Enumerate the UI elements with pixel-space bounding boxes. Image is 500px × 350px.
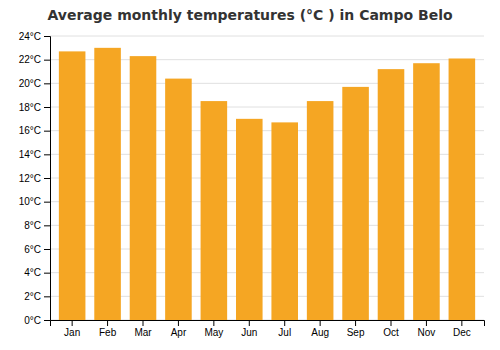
bar bbox=[378, 69, 405, 320]
y-tick-label: 20°C bbox=[19, 78, 41, 89]
x-tick-label: Apr bbox=[171, 327, 187, 338]
y-tick-mark bbox=[44, 154, 50, 155]
x-tick: Aug bbox=[311, 320, 329, 338]
y-tick: 0°C bbox=[24, 315, 50, 326]
y-tick: 12°C bbox=[19, 173, 50, 184]
x-tick-label: Nov bbox=[418, 327, 436, 338]
x-tick: Apr bbox=[171, 320, 187, 338]
x-axis: Jan Feb Mar Apr May Jun Jul Aug Sep Oct Nov Dec bbox=[51, 320, 485, 338]
grid-line bbox=[50, 36, 484, 37]
x-tick-label: Aug bbox=[311, 327, 329, 338]
x-tick-label: Jul bbox=[278, 327, 291, 338]
x-tick: May bbox=[204, 320, 223, 338]
y-axis-line bbox=[44, 37, 51, 321]
x-tick-label: Oct bbox=[383, 327, 399, 338]
x-tick-label: Jan bbox=[64, 327, 80, 338]
y-tick-label: 0°C bbox=[24, 315, 41, 326]
chart-svg: Average monthly temperatures (°C ) in Ca… bbox=[0, 0, 500, 350]
y-tick-label: 10°C bbox=[19, 196, 41, 207]
plot-area: 0°C 2°C 4°C 6°C 8°C 10°C 12°C 14°C 16°C 18°C 20°C 2… bbox=[19, 31, 485, 338]
x-tick-mark bbox=[426, 320, 427, 326]
chart-container: Average monthly temperatures (°C ) in Ca… bbox=[0, 0, 500, 350]
y-tick: 24°C bbox=[19, 31, 50, 42]
y-tick-mark bbox=[44, 273, 50, 274]
x-tick-mark bbox=[284, 320, 285, 326]
bar bbox=[413, 63, 440, 320]
x-tick-mark bbox=[107, 320, 108, 326]
y-tick-label: 12°C bbox=[19, 173, 41, 184]
x-tick: Nov bbox=[418, 320, 436, 338]
x-tick-mark bbox=[72, 320, 73, 326]
y-tick-label: 6°C bbox=[24, 244, 41, 255]
y-tick-label: 14°C bbox=[19, 149, 41, 160]
bar bbox=[94, 48, 121, 320]
x-tick-mark bbox=[249, 320, 250, 326]
y-tick: 20°C bbox=[19, 78, 50, 89]
y-tick: 14°C bbox=[19, 149, 50, 160]
chart-title: Average monthly temperatures (°C ) in Ca… bbox=[47, 7, 452, 23]
x-tick-label: Dec bbox=[453, 327, 471, 338]
x-tick-label: Sep bbox=[347, 327, 365, 338]
y-axis: 0°C 2°C 4°C 6°C 8°C 10°C 12°C 14°C 16°C 18°C 20°C 2… bbox=[19, 31, 51, 326]
x-tick-mark bbox=[320, 320, 321, 326]
bar bbox=[236, 119, 263, 320]
y-tick: 2°C bbox=[24, 291, 50, 302]
bar bbox=[307, 101, 334, 320]
y-tick-label: 8°C bbox=[24, 220, 41, 231]
y-tick-mark bbox=[44, 202, 50, 203]
bars bbox=[59, 48, 475, 320]
y-tick: 18°C bbox=[19, 102, 50, 113]
x-tick-mark bbox=[143, 320, 144, 326]
y-tick-mark bbox=[44, 60, 50, 61]
x-axis-line bbox=[51, 321, 485, 327]
y-tick-label: 2°C bbox=[24, 291, 41, 302]
x-tick: Jun bbox=[241, 320, 257, 338]
y-tick-label: 22°C bbox=[19, 54, 41, 65]
grid bbox=[50, 36, 484, 320]
x-tick: Oct bbox=[383, 320, 399, 338]
x-tick-label: Mar bbox=[134, 327, 152, 338]
y-tick-label: 4°C bbox=[24, 267, 41, 278]
x-tick: Jan bbox=[64, 320, 80, 338]
y-tick-mark bbox=[44, 225, 50, 226]
bar bbox=[271, 122, 298, 320]
bar bbox=[342, 87, 369, 320]
y-tick-mark bbox=[44, 83, 50, 84]
y-tick-mark bbox=[44, 178, 50, 179]
y-tick-mark bbox=[44, 131, 50, 132]
x-tick-label: May bbox=[204, 327, 223, 338]
y-tick-mark bbox=[44, 36, 50, 37]
x-tick-mark bbox=[355, 320, 356, 326]
bar bbox=[165, 79, 192, 320]
bar bbox=[59, 51, 86, 320]
x-tick-label: Jun bbox=[241, 327, 257, 338]
y-tick-mark bbox=[44, 320, 50, 321]
x-tick-mark bbox=[461, 320, 462, 326]
x-tick: Jul bbox=[278, 320, 291, 338]
y-tick-label: 24°C bbox=[19, 31, 41, 42]
y-tick: 22°C bbox=[19, 54, 50, 65]
y-tick-label: 16°C bbox=[19, 125, 41, 136]
y-tick-mark bbox=[44, 296, 50, 297]
x-tick-mark bbox=[391, 320, 392, 326]
y-tick: 8°C bbox=[24, 220, 50, 231]
x-tick: Sep bbox=[347, 320, 365, 338]
y-tick: 16°C bbox=[19, 125, 50, 136]
y-tick: 10°C bbox=[19, 196, 50, 207]
x-tick-label: Feb bbox=[99, 327, 117, 338]
y-tick: 6°C bbox=[24, 244, 50, 255]
x-tick-mark bbox=[213, 320, 214, 326]
x-tick: Mar bbox=[134, 320, 152, 338]
y-tick: 4°C bbox=[24, 267, 50, 278]
y-tick-label: 18°C bbox=[19, 102, 41, 113]
x-tick: Feb bbox=[99, 320, 117, 338]
y-tick-mark bbox=[44, 107, 50, 108]
bar bbox=[201, 101, 228, 320]
x-tick-mark bbox=[178, 320, 179, 326]
y-tick-mark bbox=[44, 249, 50, 250]
bar bbox=[449, 58, 476, 320]
bar bbox=[130, 56, 157, 320]
x-tick: Dec bbox=[453, 320, 471, 338]
